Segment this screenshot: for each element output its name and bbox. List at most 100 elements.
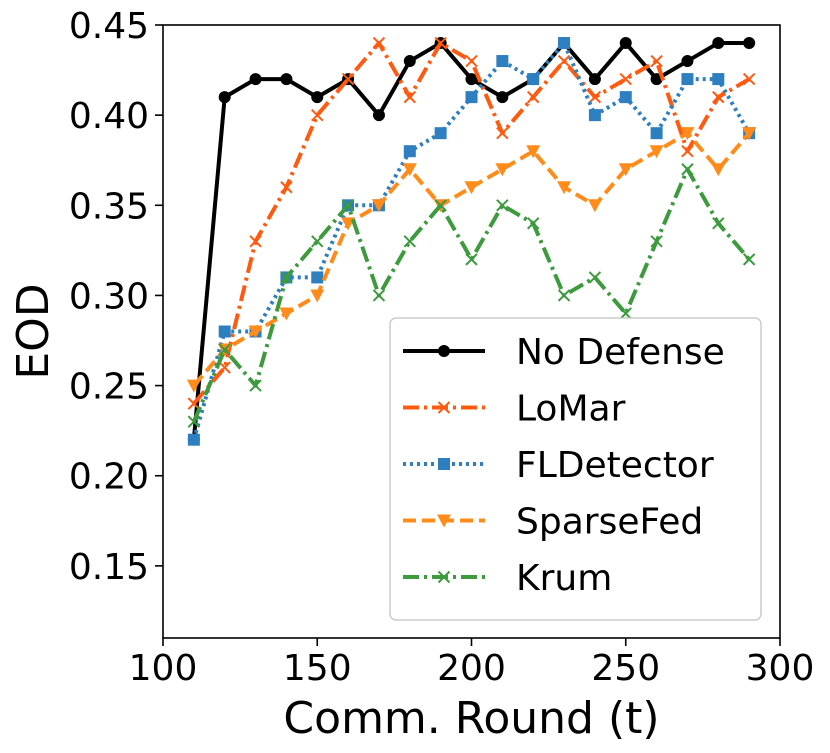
point-no-defense <box>311 91 324 104</box>
x-axis-title: Comm. Round (t) <box>283 693 659 744</box>
point-krum <box>434 199 447 212</box>
legend-label: SparseFed <box>516 502 703 543</box>
y-tick-label: 0.15 <box>69 547 149 588</box>
point-no-defense <box>280 73 293 86</box>
point-sparsefed <box>587 199 602 213</box>
point-krum <box>681 163 694 176</box>
point-sparsefed <box>495 163 510 177</box>
point-lomar <box>465 54 478 68</box>
point-krum <box>311 235 324 248</box>
point-fldetector <box>187 433 200 446</box>
point-krum <box>650 235 663 248</box>
point-no-defense <box>619 37 632 50</box>
point-lomar <box>557 54 571 68</box>
point-sparsefed <box>526 145 541 159</box>
point-lomar <box>619 72 632 86</box>
series-no-defense <box>187 37 756 446</box>
series-lomar <box>187 36 756 410</box>
point-krum <box>249 379 262 392</box>
point-no-defense <box>249 73 262 86</box>
point-krum <box>465 253 478 266</box>
point-fldetector <box>311 271 324 284</box>
point-lomar <box>311 108 324 122</box>
point-no-defense <box>681 55 694 68</box>
point-sparsefed <box>186 379 201 393</box>
point-lomar <box>588 90 602 104</box>
series-krum <box>187 163 756 428</box>
point-lomar <box>280 181 293 194</box>
point-lomar <box>341 72 355 86</box>
y-tick-label: 0.25 <box>69 367 149 408</box>
point-fldetector <box>681 73 694 86</box>
point-sparsefed <box>310 289 325 303</box>
point-fldetector <box>434 127 447 140</box>
point-lomar <box>526 90 540 104</box>
x-tick-label: 250 <box>591 648 660 689</box>
point-sparsefed <box>680 127 695 141</box>
point-lomar <box>681 144 694 158</box>
point-no-defense <box>743 37 756 50</box>
y-axis-ticks: 0.15 0.20 0.25 0.30 0.35 0.40 0.45 <box>69 6 163 588</box>
x-tick-label: 100 <box>129 648 198 689</box>
plot-area <box>186 36 757 446</box>
point-sparsefed <box>371 199 386 213</box>
point-sparsefed <box>464 181 479 195</box>
point-sparsefed <box>248 325 263 339</box>
y-tick-label: 0.40 <box>69 96 149 137</box>
point-krum <box>403 235 417 248</box>
point-fldetector <box>496 55 509 68</box>
point-no-defense <box>218 91 231 104</box>
legend-label: No Defense <box>516 332 725 373</box>
point-sparsefed <box>742 127 757 141</box>
legend-label: Krum <box>516 558 612 599</box>
point-sparsefed <box>618 163 633 177</box>
x-axis-ticks: 100 150 200 250 300 <box>129 638 815 689</box>
point-no-defense <box>372 109 385 122</box>
point-fldetector <box>465 91 478 104</box>
point-krum <box>526 217 540 230</box>
legend-entry-sparsefed: SparseFed <box>403 502 703 543</box>
legend-label: LoMar <box>516 389 626 430</box>
x-tick-label: 300 <box>746 648 815 689</box>
point-lomar <box>372 36 386 50</box>
legend-marker <box>437 570 451 584</box>
x-tick-label: 150 <box>283 648 352 689</box>
point-krum <box>341 199 355 212</box>
point-krum <box>372 289 386 302</box>
point-no-defense <box>465 73 478 86</box>
y-tick-label: 0.35 <box>69 186 149 227</box>
point-no-defense <box>403 55 416 68</box>
point-no-defense <box>588 73 601 86</box>
legend-marker <box>437 514 451 528</box>
point-krum <box>742 253 756 266</box>
legend-label: FLDetector <box>516 445 714 486</box>
point-krum <box>557 289 571 302</box>
point-lomar <box>496 126 509 140</box>
point-fldetector <box>712 73 725 86</box>
point-no-defense <box>650 73 663 86</box>
y-axis-title: EOD <box>8 283 59 379</box>
legend: No Defense LoMar FLDetector SparseFed Krum <box>389 317 762 621</box>
point-krum <box>187 415 201 428</box>
point-lomar <box>742 72 756 86</box>
point-lomar <box>712 90 725 104</box>
legend-box <box>389 317 762 621</box>
point-lomar <box>434 36 447 50</box>
point-fldetector <box>619 91 632 104</box>
point-lomar <box>650 54 663 68</box>
legend-marker <box>437 401 451 414</box>
point-krum <box>588 271 602 284</box>
point-no-defense <box>712 37 725 50</box>
point-fldetector <box>558 37 571 50</box>
point-sparsefed <box>557 181 572 195</box>
legend-marker <box>438 345 450 357</box>
point-krum <box>712 217 725 230</box>
point-lomar <box>218 361 231 374</box>
point-fldetector <box>403 145 416 158</box>
point-sparsefed <box>711 163 726 177</box>
legend-entry-fldetector: FLDetector <box>403 445 714 486</box>
point-lomar <box>187 397 201 410</box>
legend-entry-no-defense: No Defense <box>403 332 725 373</box>
point-krum <box>218 343 231 356</box>
y-tick-label: 0.20 <box>69 457 149 498</box>
